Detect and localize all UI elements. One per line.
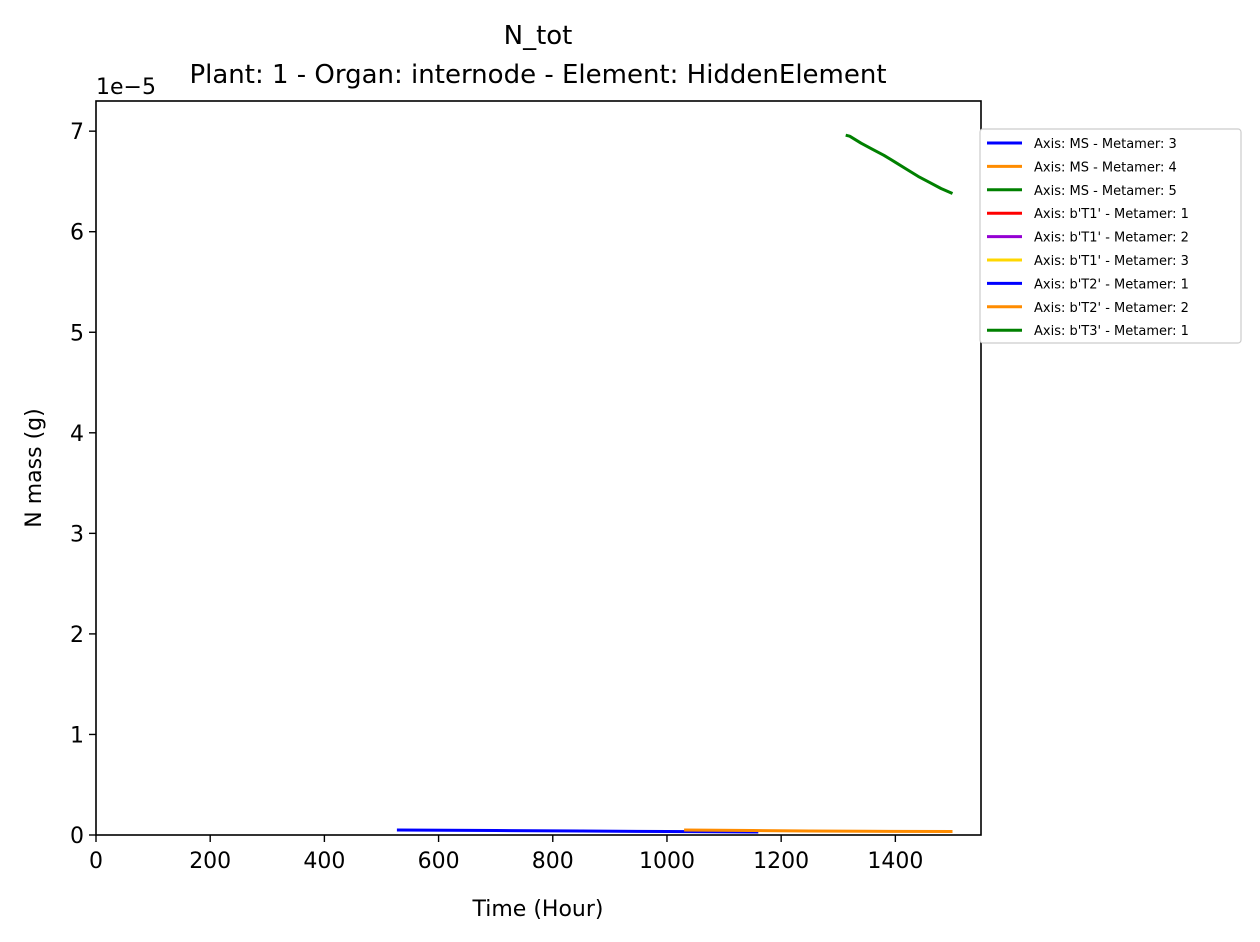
legend: Axis: MS - Metamer: 3 Axis: MS - Metamer:… bbox=[979, 128, 1242, 344]
plot-area bbox=[95, 100, 982, 836]
legend-label: Axis: b'T1' - Metamer: 2 bbox=[1034, 231, 1189, 246]
legend-label: Axis: b'T1' - Metamer: 1 bbox=[1034, 207, 1189, 222]
legend-label: Axis: b'T3' - Metamer: 1 bbox=[1034, 324, 1189, 339]
legend-label: Axis: MS - Metamer: 3 bbox=[1034, 137, 1177, 152]
x-tick-label: 400 bbox=[303, 849, 345, 874]
x-tick-label: 800 bbox=[532, 849, 574, 874]
y-tick-label: 4 bbox=[70, 422, 84, 447]
legend-label: Axis: MS - Metamer: 4 bbox=[1034, 160, 1177, 175]
y-axis-label: N mass (g) bbox=[22, 408, 47, 527]
y-scale-label: 1e−5 bbox=[96, 75, 156, 100]
series-line-1 bbox=[396, 828, 759, 834]
plot-frame bbox=[95, 100, 982, 836]
y-tick-label: 5 bbox=[70, 321, 84, 346]
chart-subtitle: Plant: 1 - Organ: internode - Element: H… bbox=[189, 60, 886, 90]
y-tick-label: 6 bbox=[70, 221, 84, 246]
y-tick-label: 3 bbox=[70, 522, 84, 547]
legend-label: Axis: MS - Metamer: 5 bbox=[1034, 184, 1177, 199]
legend-frame bbox=[979, 128, 1242, 344]
x-axis-label: Time (Hour) bbox=[472, 897, 604, 922]
x-tick-label: 600 bbox=[418, 849, 460, 874]
x-tick-label: 1200 bbox=[753, 849, 809, 874]
series-line-3 bbox=[845, 133, 954, 195]
y-tick-label: 0 bbox=[70, 824, 84, 849]
x-tick-label: 1000 bbox=[639, 849, 695, 874]
x-axis-ticks: 0 200 400 600 800 1000 1200 1400 bbox=[89, 835, 923, 874]
x-tick-label: 1400 bbox=[867, 849, 923, 874]
y-axis-ticks: 0 1 2 3 4 5 6 7 bbox=[70, 120, 96, 849]
series-line-2 bbox=[684, 828, 953, 833]
y-tick-label: 7 bbox=[70, 120, 84, 145]
legend-label: Axis: b'T1' - Metamer: 3 bbox=[1034, 254, 1189, 269]
chart-title: N_tot bbox=[504, 21, 573, 51]
y-tick-label: 2 bbox=[70, 623, 84, 648]
series-layer bbox=[396, 133, 954, 834]
legend-label: Axis: b'T2' - Metamer: 1 bbox=[1034, 277, 1189, 292]
y-tick-label: 1 bbox=[70, 723, 84, 748]
x-tick-label: 200 bbox=[189, 849, 231, 874]
x-tick-label: 0 bbox=[89, 849, 103, 874]
legend-label: Axis: b'T2' - Metamer: 2 bbox=[1034, 301, 1189, 316]
